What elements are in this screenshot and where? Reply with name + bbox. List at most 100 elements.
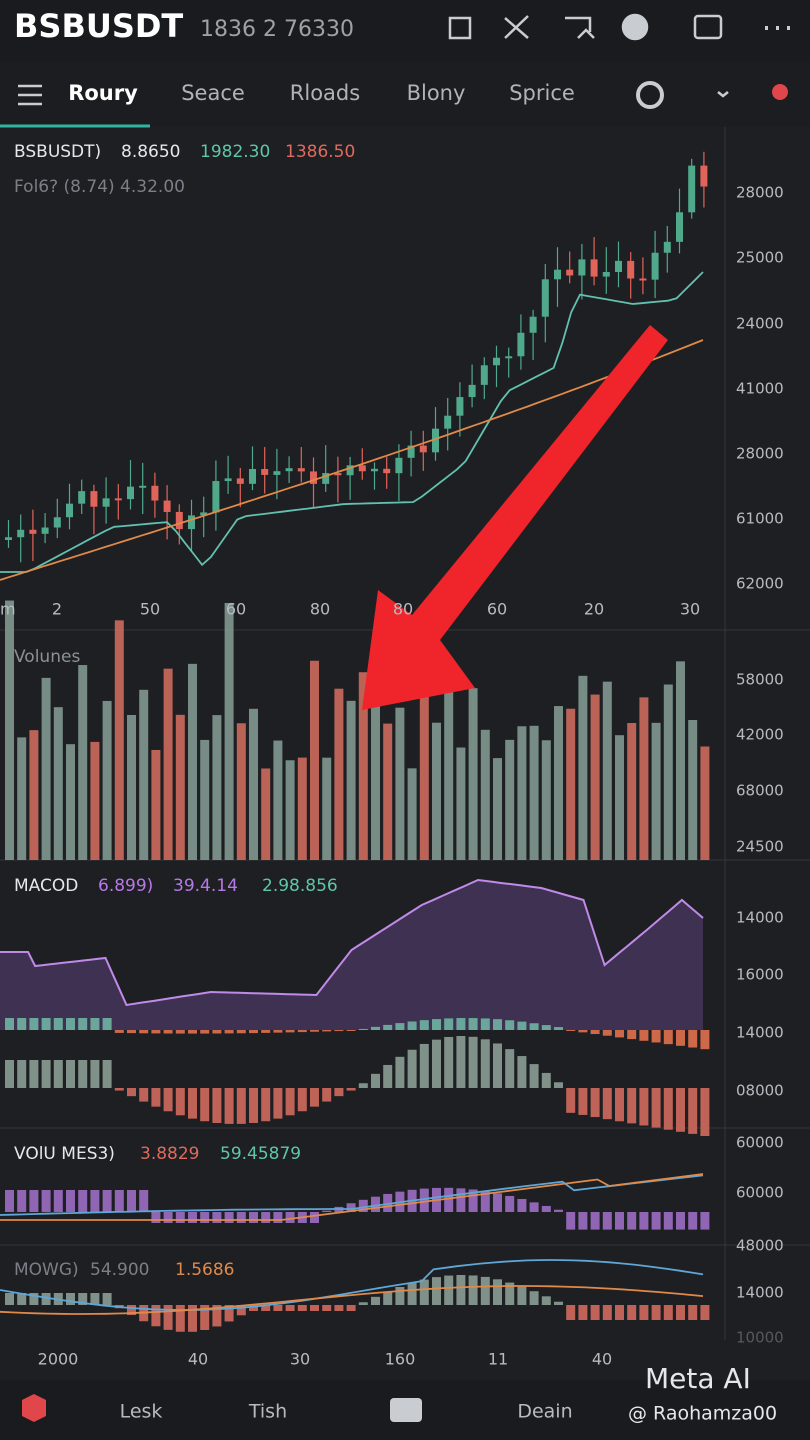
legend-value: 1982.30 (200, 142, 270, 162)
volmes-histogram (529, 1202, 539, 1212)
macd-histogram-2 (297, 1088, 307, 1112)
macd-histogram (322, 1030, 332, 1032)
macd-histogram-2 (480, 1039, 490, 1088)
macd-histogram (383, 1024, 393, 1030)
nav-item[interactable]: Lesk (120, 1401, 163, 1423)
volmes-histogram (200, 1212, 210, 1223)
mow-histogram (700, 1305, 710, 1320)
macd-histogram-2 (688, 1088, 698, 1134)
nav-icon-chat[interactable] (390, 1398, 422, 1422)
volmes-histogram (90, 1190, 100, 1212)
volume-bar (371, 680, 380, 860)
macd-histogram-2 (334, 1088, 344, 1097)
icon-share[interactable] (565, 16, 595, 39)
macd-histogram (41, 1018, 51, 1030)
candle-body (102, 498, 110, 507)
volume-bar (480, 729, 490, 860)
mow-histogram (346, 1305, 356, 1311)
legend-value: 1.5686 (175, 1260, 234, 1280)
candle-body (371, 468, 378, 472)
candle-body (505, 356, 513, 359)
icon-dropdown[interactable] (717, 91, 729, 98)
tab[interactable]: Sprice (509, 81, 575, 105)
volume-bar (5, 600, 14, 860)
volmes-histogram (249, 1212, 258, 1223)
volmes-histogram (163, 1212, 173, 1223)
macd-histogram-2 (151, 1088, 161, 1107)
mow-histogram (371, 1296, 380, 1305)
macd-histogram-2 (188, 1088, 197, 1119)
mow-histogram (529, 1291, 539, 1305)
volmes-histogram (627, 1212, 637, 1230)
tab[interactable]: Blony (407, 81, 466, 105)
candle-body (602, 271, 610, 277)
macd-histogram-2 (554, 1082, 563, 1088)
volume-bar (639, 697, 649, 860)
volume-bar (395, 707, 405, 860)
volume-bar (419, 666, 429, 860)
candle-body (151, 485, 159, 501)
macd-histogram (444, 1018, 454, 1030)
axis-label: 58000 (736, 671, 784, 689)
macd-histogram (212, 1030, 222, 1034)
macd-histogram (407, 1021, 417, 1030)
icon-chat[interactable] (693, 14, 723, 40)
icon-menu[interactable] (18, 84, 42, 106)
axis-label: 60000 (736, 1184, 784, 1202)
macd-area (0, 880, 703, 1030)
tab[interactable]: Roury (68, 81, 138, 105)
volmes-histogram (261, 1212, 271, 1223)
macd-histogram-2 (163, 1088, 173, 1112)
icon-alert[interactable] (621, 13, 649, 41)
nav-item[interactable]: Deain (517, 1401, 572, 1423)
mow-histogram (444, 1275, 454, 1305)
axis-label: 08000 (736, 1082, 784, 1100)
legend-value: 6.899) (98, 876, 153, 896)
axis-label: 25000 (736, 249, 784, 267)
candle-body (663, 241, 671, 253)
macd-histogram-2 (639, 1088, 649, 1126)
macd-histogram (419, 1020, 429, 1030)
macd-histogram-2 (517, 1056, 527, 1088)
nav-icon-home[interactable] (22, 1394, 46, 1422)
macd-histogram (480, 1018, 490, 1030)
icon-settings[interactable] (636, 81, 664, 109)
candle-body (493, 357, 500, 366)
macd-histogram (17, 1018, 27, 1030)
volume-bar (334, 688, 344, 860)
macd-histogram (578, 1030, 588, 1033)
tab-bar (0, 62, 810, 127)
tab[interactable]: Rloads (290, 81, 360, 105)
mow-histogram (505, 1282, 515, 1305)
volume-bar (273, 740, 283, 860)
icon-grid[interactable] (448, 16, 472, 40)
volume-bar (297, 757, 307, 860)
candle-body (444, 415, 452, 429)
axis-label: 14000 (736, 1284, 784, 1302)
volume-bar (346, 700, 356, 860)
candle-body (627, 260, 635, 279)
volmes-histogram (17, 1190, 27, 1212)
axis-label: 14000 (736, 909, 784, 927)
mow-histogram (212, 1305, 222, 1327)
mow-histogram (590, 1305, 600, 1320)
macd-histogram (432, 1019, 441, 1030)
axis-label: 16000 (736, 966, 784, 984)
volmes-histogram (566, 1212, 576, 1230)
mow-histogram (297, 1305, 307, 1311)
macd-histogram-2 (90, 1060, 100, 1088)
x-label: 80 (310, 600, 330, 619)
nav-item[interactable]: Tish (248, 1401, 287, 1423)
header-icons (18, 13, 790, 109)
volmes-histogram (480, 1191, 490, 1212)
candle-body (273, 471, 281, 475)
macd-histogram-2 (432, 1039, 441, 1088)
volmes-histogram (468, 1189, 478, 1212)
axis-label: 62000 (736, 575, 784, 593)
mow-histogram (151, 1305, 161, 1327)
icon-tools[interactable] (504, 15, 529, 39)
tab[interactable]: Seace (181, 81, 245, 105)
candle-body (407, 445, 415, 458)
icon-profile[interactable] (772, 84, 788, 100)
mow-histogram (432, 1277, 441, 1305)
